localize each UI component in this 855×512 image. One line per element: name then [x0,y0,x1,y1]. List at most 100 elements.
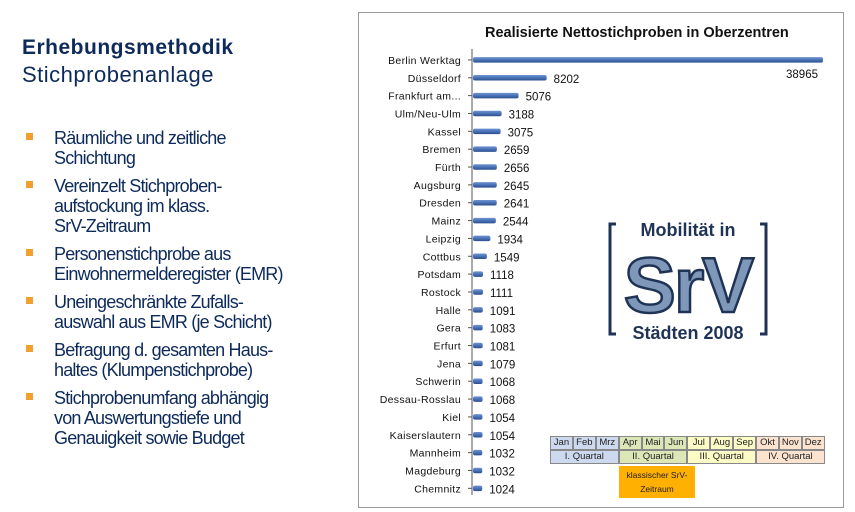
category-label: Cottbus [423,251,461,263]
bullet-item: Personenstichprobe aus Einwohnermeldereg… [24,244,344,284]
data-label: 1091 [490,306,516,318]
month-cell: Mai [641,436,665,450]
category-label: Dessau-Rosslau [380,394,461,406]
quarter-cell: I. Quartal [550,450,619,464]
survey-timeline: Jan Feb Mrz Apr Mai Jun Jul Aug Sep Okt … [550,436,837,464]
bar [473,75,547,81]
month-cell: Feb [572,436,596,450]
category-label: Ulm/Neu-Ulm [395,108,461,120]
data-label: 1934 [497,234,523,246]
data-label: 38965 [786,69,818,81]
month-cell: Jul [687,436,711,450]
bullet-item: Stichprobenumfang abhängig von Auswertun… [24,388,344,448]
data-label: 1079 [490,359,516,371]
data-label: 1054 [489,413,515,425]
bullet-square-icon [26,181,33,188]
bar [473,396,483,402]
data-label: 1068 [490,377,516,389]
data-label: 1549 [494,252,520,264]
category-label: Magdeburg [405,465,461,477]
month-cell: Jan [550,436,573,450]
bar [473,467,483,474]
bar [473,485,483,492]
month-row: Jan Feb Mrz Apr Mai Jun Jul Aug Sep Okt … [550,436,837,450]
category-label: Halle [436,305,461,317]
month-cell: Jun [664,436,688,450]
heading: Erhebungsmethodik Stichprobenanlage [22,36,234,88]
logo-top-text: Mobilität in [641,220,736,240]
month-cell: Apr [618,436,642,450]
data-label: 1024 [489,484,515,496]
data-label: 2544 [503,217,529,229]
bar-chart: Realisierte Nettostichproben in Oberzent… [380,25,823,496]
month-cell: Nov [778,436,802,450]
bar [473,342,483,349]
data-label: 2645 [504,181,530,193]
bar-group: Berlin Werktag 38965 Düsseldorf 8202 Frankfu… [380,55,823,496]
page-title: Erhebungsmethodik [22,36,234,59]
bar [473,271,484,277]
bar [473,128,501,135]
bullet-item: Uneingeschränkte Zufalls- auswahl aus EM… [24,292,344,332]
bullet-square-icon [26,345,33,352]
bar [473,57,823,63]
bullet-square-icon [26,133,33,140]
page-subtitle: Stichprobenanlage [22,62,214,87]
category-label: Jena [437,358,461,370]
logo-bottom-text: Städten 2008 [632,323,743,343]
category-label: Bremen [422,144,461,156]
bar [473,199,497,206]
month-cell: Mrz [595,436,619,450]
category-label: Frankfurt am... [388,91,461,103]
chart-frame: Realisierte Nettostichproben in Oberzent… [358,12,844,508]
category-label: Düsseldorf [408,73,461,85]
bar [473,164,497,170]
category-label: Augsburg [414,180,461,192]
data-label: 5076 [526,92,552,104]
quarter-cell: III. Quartal [687,450,757,464]
category-label: Chemnitz [414,483,461,495]
quarter-cell: IV. Quartal [756,450,825,464]
data-label: 2656 [504,163,530,175]
category-label: Leipzig [426,233,461,245]
srv-logo: Mobilität in SrV Städten 2008 [608,220,768,343]
quarter-row: I. Quartal II. Quartal III. Quartal IV. … [550,450,837,464]
data-label: 1081 [490,342,516,354]
bar [473,432,483,438]
logo-center-text: SrV [624,241,754,329]
category-label: Potsdam [417,269,461,281]
category-label: Kassel [428,126,461,138]
category-label: Mainz [431,216,461,228]
bullet-square-icon [26,249,33,256]
bullet-item: Befragung d. gesamten Haus- haltes (Klum… [24,340,344,380]
data-label: 1054 [489,431,515,443]
bar [473,307,483,313]
bar [473,182,497,188]
data-label: 1032 [489,466,515,478]
bullet-square-icon [26,297,33,304]
category-label: Berlin Werktag [388,55,461,67]
category-label: Fürth [435,162,461,174]
category-label: Schwerin [415,376,461,388]
category-label: Dresden [419,198,461,210]
chart-title: Realisierte Nettostichproben in Oberzent… [485,25,789,41]
category-label: Erfurt [434,341,461,353]
srv-period-box: klassischer SrV-Zeitraum [619,466,695,498]
data-label: 2659 [504,145,530,157]
data-label: 3075 [508,127,534,139]
data-label: 2641 [504,199,530,211]
bullet-list: Räumliche und zeitliche Schichtung Verei… [24,128,344,456]
category-label: Gera [436,323,461,335]
month-cell: Aug [710,436,734,450]
bar [473,414,483,420]
data-label: 1118 [490,270,514,282]
bar [473,146,497,152]
bar [473,360,483,367]
category-label: Kaiserslautern [390,430,461,442]
month-cell: Sep [733,436,757,450]
data-label: 1111 [490,288,513,300]
month-cell: Dez [801,436,825,450]
bar [473,253,487,260]
category-label: Rostock [421,287,461,299]
data-label: 1068 [490,395,516,407]
